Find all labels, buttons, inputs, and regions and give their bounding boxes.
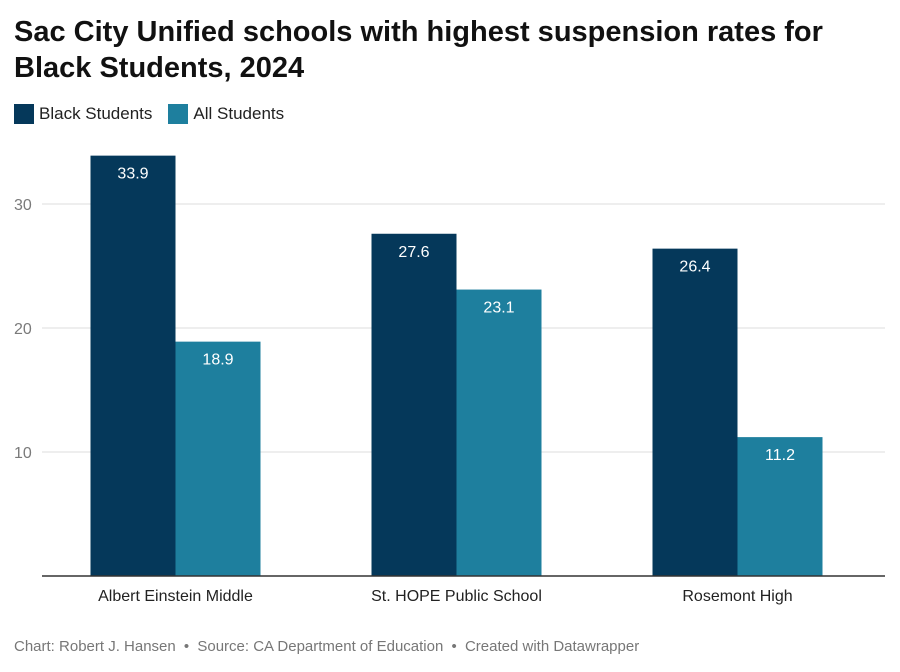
legend-label-all-students: All Students: [193, 104, 285, 123]
bar-all-students-1: [175, 341, 261, 576]
footer-credit: Chart: Robert J. Hansen: [14, 638, 176, 655]
footer-source: Source: CA Department of Education: [197, 638, 444, 655]
bar-value-label: 26.4: [679, 259, 710, 276]
bar-value-label: 27.6: [398, 244, 429, 261]
y-tick-label: 10: [14, 445, 32, 462]
bar-chart: 10 20 30 33.9 18.9 Albert Einstein Middle 27.6…: [14, 155, 885, 605]
x-tick-label: Rosemont High: [682, 588, 792, 605]
x-tick-label: Albert Einstein Middle: [98, 588, 253, 605]
legend-label-black-students: Black Students: [39, 104, 153, 123]
bar-value-label: 33.9: [117, 166, 148, 183]
legend-item-black-students: Black Students: [14, 104, 152, 124]
chart-footer: Chart: Robert J. Hansen • Source: CA Dep…: [14, 638, 639, 655]
bar-black-students-3: [652, 248, 738, 576]
legend-item-all-students: All Students: [168, 104, 284, 124]
bar-value-label: 11.2: [765, 447, 795, 464]
bar-all-students-2: [456, 289, 542, 576]
x-tick-label: St. HOPE Public School: [371, 588, 542, 605]
footer-separator: •: [451, 638, 457, 655]
y-tick-label: 20: [14, 321, 32, 338]
bar-value-label: 18.9: [202, 352, 233, 369]
bar-value-label: 23.1: [483, 300, 514, 317]
y-tick-label: 30: [14, 197, 32, 214]
legend-swatch-black-students: [14, 104, 34, 124]
legend-swatch-all-students: [168, 104, 189, 124]
footer-separator: •: [183, 638, 190, 655]
legend: Black Students All Students: [14, 104, 300, 124]
chart-title: Sac City Unified schools with highest su…: [14, 16, 823, 84]
bar-black-students-1: [90, 155, 176, 576]
bar-all-students-3: [737, 437, 823, 576]
bar-black-students-2: [371, 233, 457, 576]
footer-tool: Created with Datawrapper: [464, 638, 640, 655]
